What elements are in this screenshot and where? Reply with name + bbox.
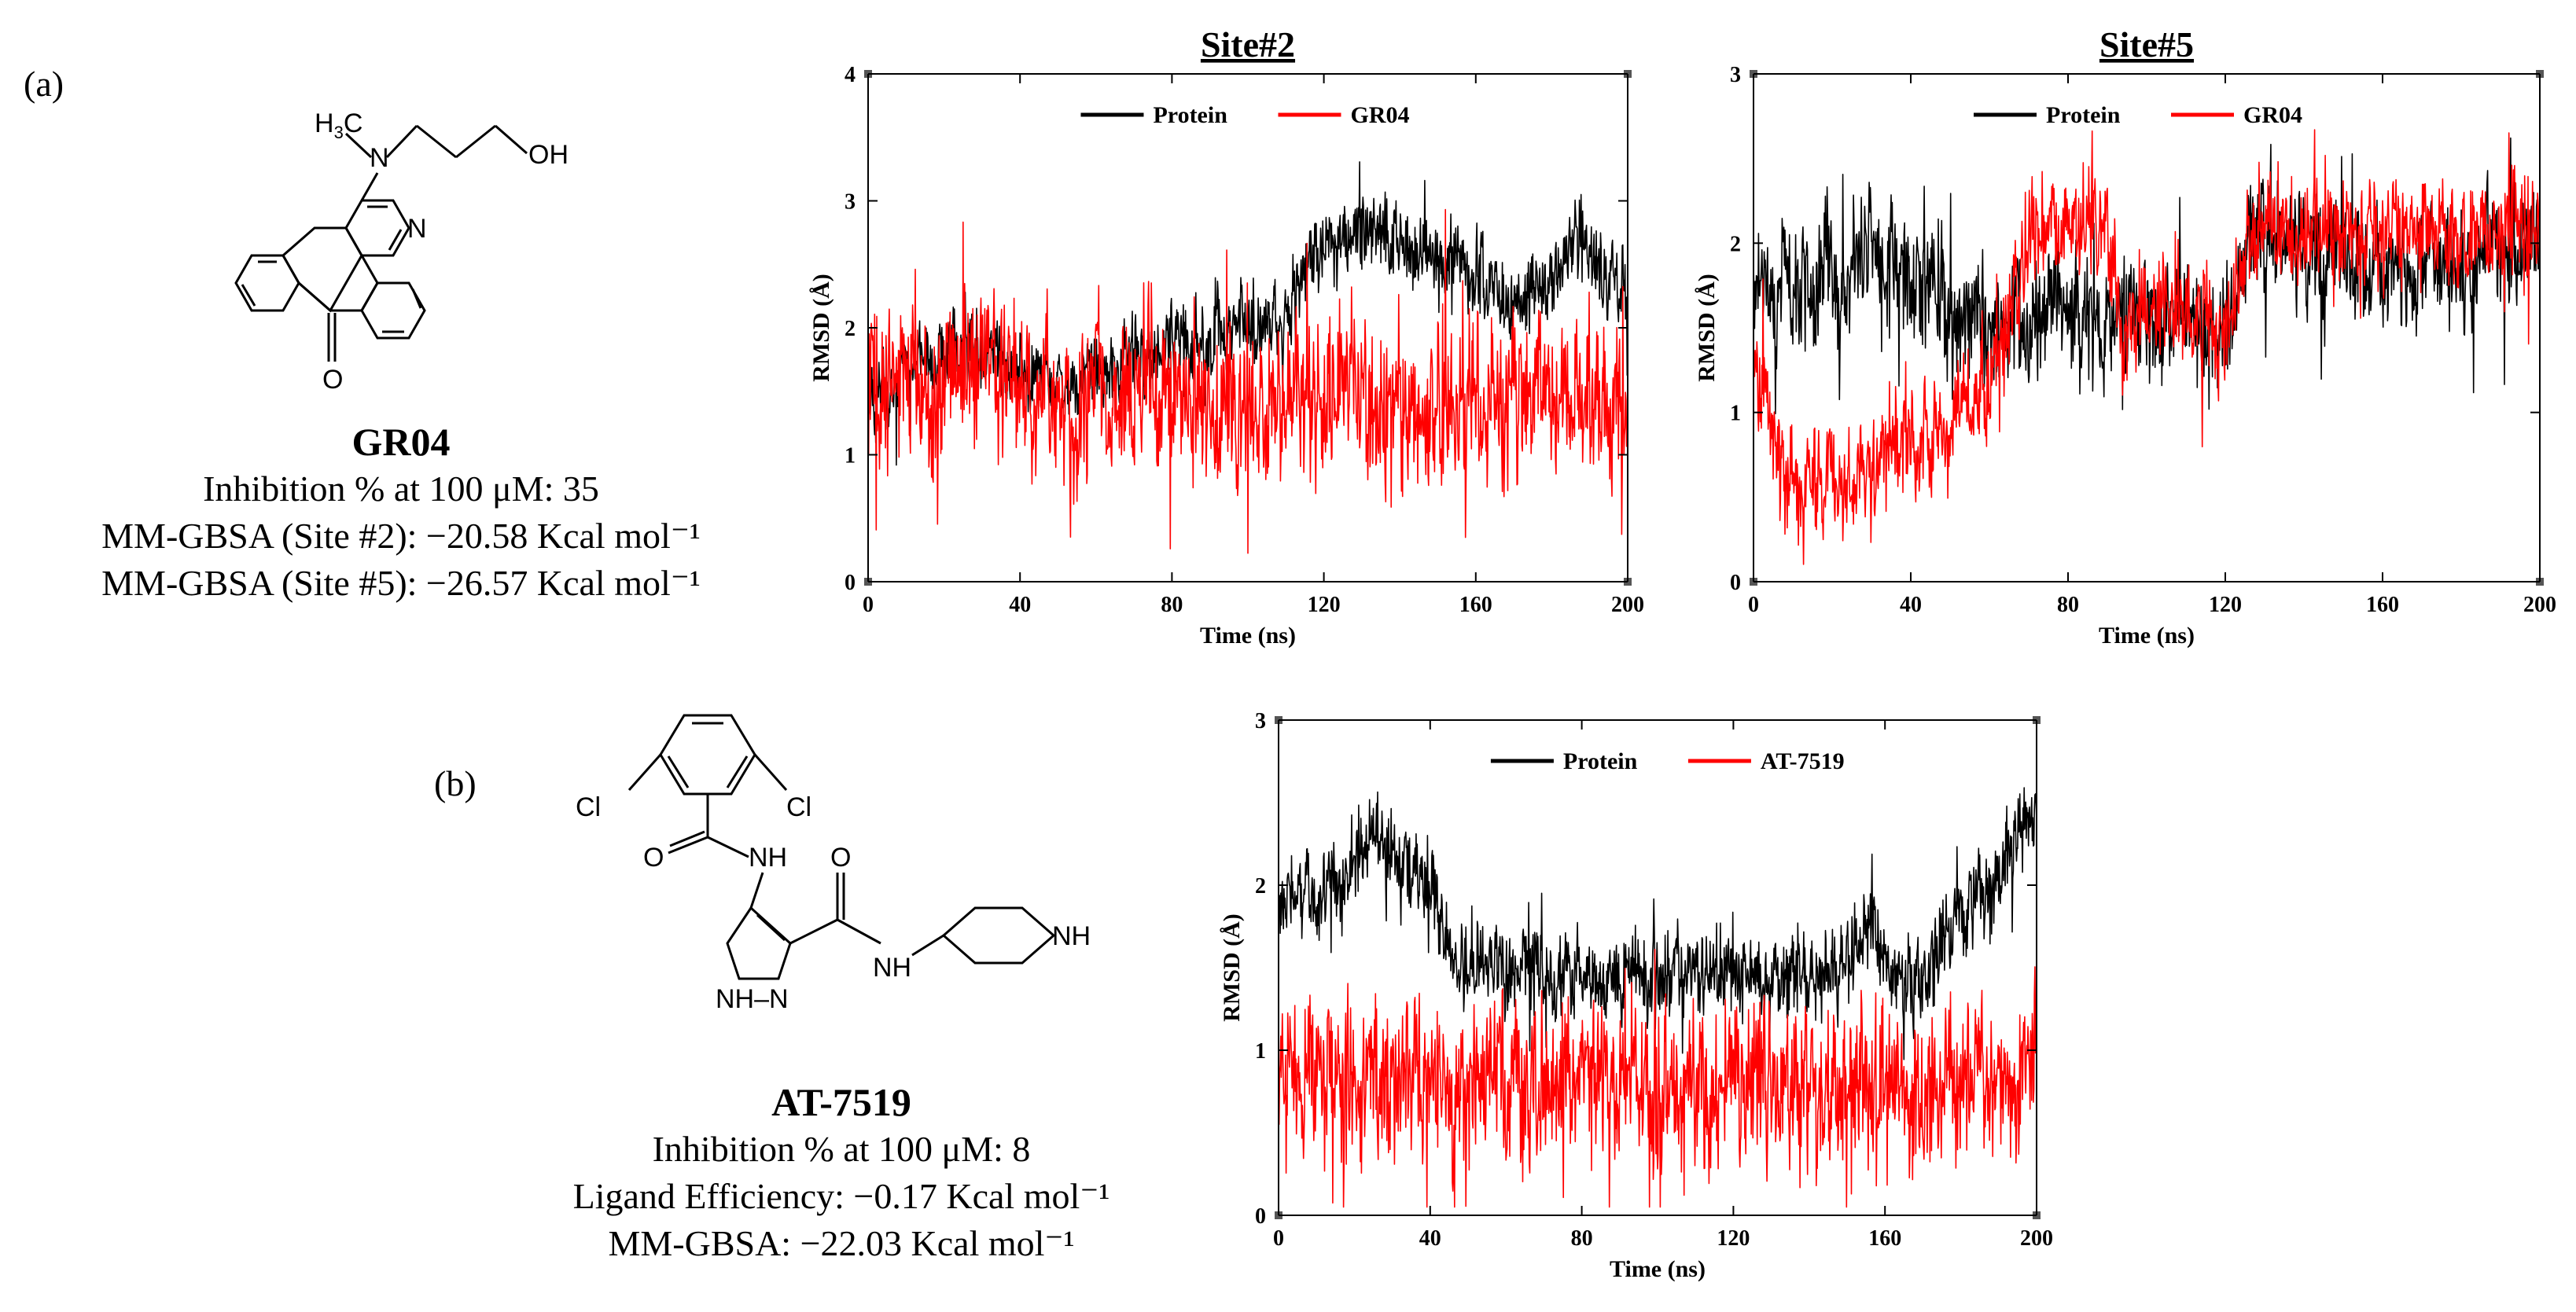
gr04-ring-n: N	[407, 214, 427, 244]
x-tick-label: 80	[1571, 1226, 1593, 1251]
y-axis-label: RMSD (Å)	[808, 274, 834, 381]
chart-title: Site#5	[2099, 24, 2194, 64]
y-tick-label: 4	[845, 63, 856, 87]
at7519-ligand-efficiency: Ligand Efficiency: −0.17 Kcal mol⁻¹	[572, 1176, 1110, 1216]
series-line-protein	[1278, 787, 2037, 1060]
y-axis-label: RMSD (Å)	[1694, 274, 1720, 381]
panel-label-b: (b)	[434, 763, 477, 803]
y-tick-label: 0	[845, 571, 856, 595]
x-tick-label: 120	[2209, 593, 2242, 617]
y-tick-label: 3	[1255, 709, 1266, 733]
at7519-cl-right: Cl	[786, 792, 811, 822]
legend-label: Protein	[1153, 102, 1227, 128]
at7519-inhibition: Inhibition % at 100 μM: 8	[652, 1129, 1031, 1169]
x-axis-label: Time (ns)	[2099, 623, 2195, 649]
x-tick-label: 0	[1273, 1226, 1284, 1251]
series-line-gr04	[867, 208, 1628, 554]
chart-site5: Site#5 0 40 80 120 160 200 0 1 2 3 Time (ns) RMSD (Å…	[1691, 16, 2563, 668]
series-line-protein	[1753, 137, 2541, 415]
panel-label-a: (a)	[24, 64, 64, 104]
at7519-pyrazole: NH–N	[716, 984, 789, 1014]
at7519-cl-left: Cl	[576, 792, 601, 822]
at7519-amide-o1: O	[643, 843, 664, 873]
x-tick-label: 0	[863, 593, 874, 617]
plot-frame	[1278, 719, 2037, 1216]
compound-name-gr04: GR04	[351, 420, 451, 464]
x-tick-label: 160	[1868, 1226, 1901, 1251]
x-tick-label: 40	[1900, 593, 1922, 617]
x-tick-label: 120	[1717, 1226, 1750, 1251]
gr04-mmgbsa-site2: MM-GBSA (Site #2): −20.58 Kcal mol⁻¹	[101, 516, 701, 556]
legend-label: GR04	[2243, 102, 2302, 128]
x-tick-label: 40	[1009, 593, 1031, 617]
y-tick-label: 3	[845, 190, 856, 215]
chart-at7519: 0 40 80 120 160 200 0 1 2 3 Time (ns) RMSD (Å) Prote…	[1203, 692, 2084, 1305]
at7519-piperidine-nh: NH	[1052, 921, 1091, 951]
x-tick-label: 200	[2523, 593, 2556, 617]
at7519-amide-nh1: NH	[749, 843, 787, 873]
x-tick-label: 160	[1459, 593, 1492, 617]
at7519-caption: AT-7519 Inhibition % at 100 μM: 8 Ligand…	[440, 1079, 1242, 1267]
legend-label: Protein	[2046, 102, 2121, 128]
gr04-inhibition: Inhibition % at 100 μM: 35	[203, 469, 599, 509]
gr04-amine-n: N	[370, 143, 389, 173]
x-tick-label: 200	[1611, 593, 1644, 617]
gr04-carbonyl-o: O	[322, 365, 343, 395]
y-tick-label: 2	[1730, 232, 1741, 256]
y-tick-label: 2	[1255, 874, 1266, 899]
x-tick-label: 200	[2020, 1226, 2053, 1251]
at7519-mmgbsa: MM-GBSA: −22.03 Kcal mol⁻¹	[608, 1223, 1075, 1263]
at7519-amide-o2: O	[830, 843, 851, 873]
y-tick-label: 0	[1255, 1204, 1266, 1229]
gr04-caption: GR04 Inhibition % at 100 μM: 35 MM-GBSA …	[31, 418, 771, 607]
gr04-hydroxyl: OH	[528, 140, 569, 170]
legend-label: Protein	[1563, 748, 1638, 774]
series-line-gr04	[1753, 129, 2541, 565]
at7519-structure: Cl Cl O NH NH–N O NH NH	[566, 684, 1164, 1077]
legend-label: GR04	[1350, 102, 1409, 128]
x-tick-label: 80	[2057, 593, 2079, 617]
y-tick-label: 3	[1730, 63, 1741, 87]
x-tick-label: 120	[1308, 593, 1341, 617]
x-tick-label: 160	[2366, 593, 2399, 617]
y-tick-label: 2	[845, 317, 856, 341]
x-tick-label: 40	[1419, 1226, 1441, 1251]
at7519-amide-nh2: NH	[873, 953, 911, 983]
legend-label: AT-7519	[1761, 748, 1845, 774]
chart-site2: Site#2 0 40 80 120 160 200 0 1 2 3 4 Time (ns) RMSD (…	[802, 16, 1667, 668]
chart-title: Site#2	[1201, 24, 1295, 64]
x-axis-label: Time (ns)	[1610, 1256, 1706, 1282]
y-tick-label: 1	[1730, 402, 1741, 426]
gr04-methyl-label: H3C	[315, 108, 362, 142]
x-tick-label: 80	[1161, 593, 1183, 617]
x-axis-label: Time (ns)	[1200, 623, 1296, 649]
y-tick-label: 1	[845, 444, 856, 469]
y-tick-label: 0	[1730, 571, 1741, 595]
x-tick-label: 0	[1748, 593, 1759, 617]
y-axis-label: RMSD (Å)	[1219, 913, 1245, 1021]
y-tick-label: 1	[1255, 1039, 1266, 1064]
series-line-at-7519	[1278, 948, 2037, 1208]
compound-name-at7519: AT-7519	[771, 1080, 911, 1124]
gr04-mmgbsa-site5: MM-GBSA (Site #5): −26.57 Kcal mol⁻¹	[101, 563, 701, 603]
gr04-structure: H3C N OH N O	[189, 63, 598, 409]
plot-frame	[1753, 73, 2541, 582]
